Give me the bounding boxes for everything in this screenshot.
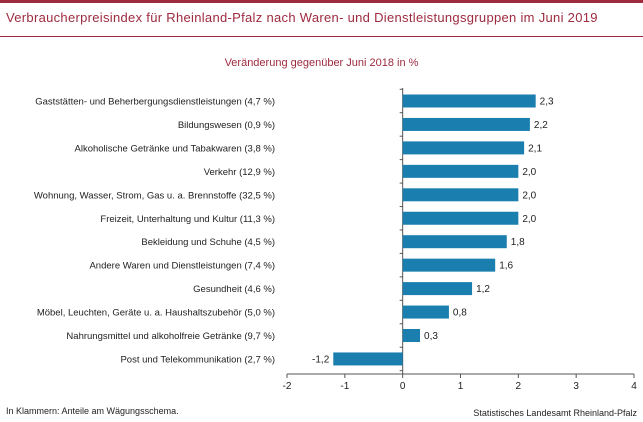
x-tick-label: 4 bbox=[631, 381, 637, 392]
category-label: Bildungswesen (0,9 %) bbox=[178, 120, 275, 131]
category-label: Verkehr (12,9 %) bbox=[204, 167, 275, 178]
bar bbox=[402, 141, 525, 155]
bar bbox=[402, 235, 507, 249]
category-label: Alkoholische Getränke und Tabakwaren (3,… bbox=[75, 143, 276, 154]
source-note: Statistisches Landesamt Rheinland-Pfalz bbox=[473, 408, 637, 418]
x-tick-label: 0 bbox=[400, 381, 406, 392]
chart-subtitle: Veränderung gegenüber Juni 2018 in % bbox=[224, 57, 419, 69]
category-label: Möbel, Leuchten, Geräte u. a. Haushaltsz… bbox=[37, 308, 275, 319]
bar bbox=[333, 352, 403, 366]
category-label: Post und Telekommunikation (2,7 %) bbox=[120, 354, 275, 365]
data-label: 0,3 bbox=[424, 331, 438, 342]
data-label: 0,8 bbox=[453, 308, 467, 319]
data-label: 2,1 bbox=[528, 143, 542, 154]
bar bbox=[402, 282, 473, 296]
data-label: 2,3 bbox=[540, 97, 554, 108]
category-label: Andere Waren und Dienstleistungen (7,4 %… bbox=[89, 261, 275, 272]
bar bbox=[402, 188, 519, 202]
data-label: 2,0 bbox=[522, 190, 536, 201]
data-label: 2,2 bbox=[534, 120, 548, 131]
bar bbox=[402, 258, 496, 272]
chart-title: Verbraucherpreisindex für Rheinland-Pfal… bbox=[6, 10, 598, 25]
data-label: 1,2 bbox=[476, 284, 490, 295]
footnote: In Klammern: Anteile am Wägungsschema. bbox=[6, 406, 179, 416]
category-label: Gesundheit (4,6 %) bbox=[193, 284, 275, 295]
data-label: 1,8 bbox=[511, 237, 525, 248]
bar bbox=[402, 164, 519, 178]
x-tick-label: -2 bbox=[283, 381, 292, 392]
data-label: -1,2 bbox=[312, 354, 330, 365]
bar bbox=[402, 305, 449, 319]
bar bbox=[402, 94, 536, 108]
category-label: Freizeit, Unterhaltung und Kultur (11,3 … bbox=[100, 214, 275, 225]
data-label: 2,0 bbox=[522, 214, 536, 225]
category-label: Wohnung, Wasser, Strom, Gas u. a. Brenns… bbox=[34, 190, 275, 201]
bar bbox=[402, 329, 421, 342]
bar bbox=[402, 117, 530, 131]
data-label: 1,6 bbox=[499, 261, 513, 272]
top-accent-rule bbox=[0, 0, 643, 3]
x-tick-label: 3 bbox=[573, 381, 579, 392]
bar bbox=[402, 211, 519, 225]
category-label: Bekleidung und Schuhe (4,5 %) bbox=[141, 237, 275, 248]
category-label: Gaststätten- und Beherbergungsdienstleis… bbox=[35, 97, 275, 108]
data-label: 2,0 bbox=[522, 167, 536, 178]
title-divider bbox=[0, 36, 643, 37]
x-tick-label: 1 bbox=[458, 381, 464, 392]
x-tick-label: 2 bbox=[516, 381, 522, 392]
category-label: Nahrungsmittel und alkoholfreie Getränke… bbox=[66, 331, 275, 342]
x-tick-label: -1 bbox=[340, 381, 349, 392]
